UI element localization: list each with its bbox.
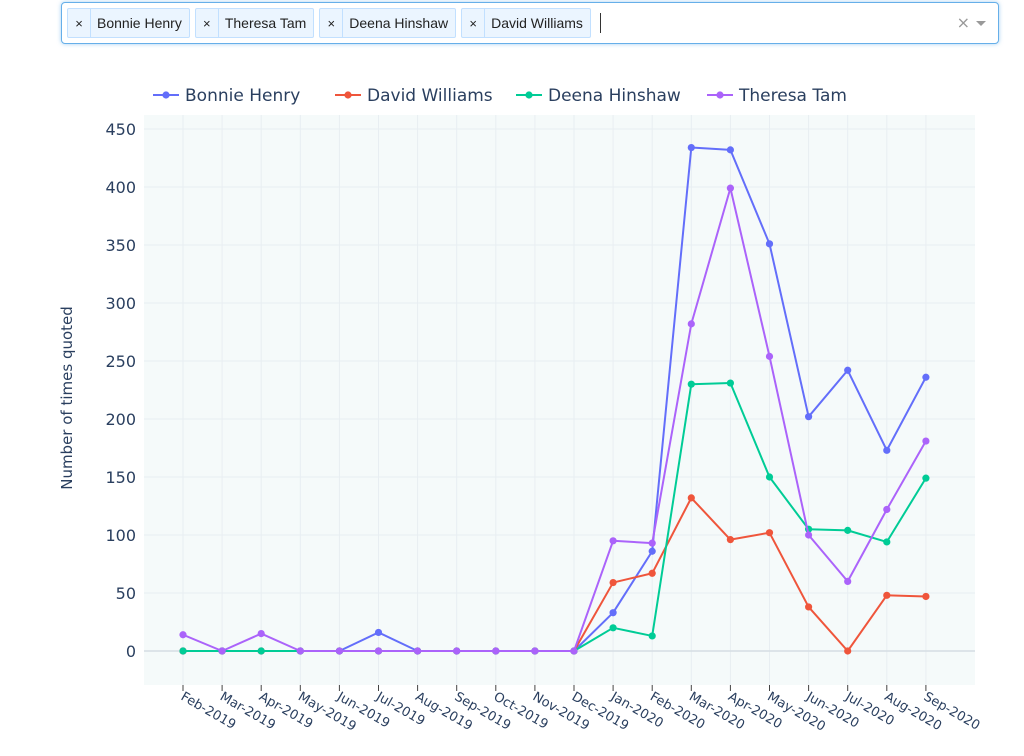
y-tick-label: 100	[105, 526, 136, 545]
y-tick-label: 150	[105, 468, 136, 487]
data-point	[883, 505, 891, 514]
data-point	[609, 609, 617, 617]
tag-deena-hinshaw[interactable]: × Deena Hinshaw	[319, 8, 457, 38]
data-point	[726, 379, 735, 387]
data-point	[374, 628, 383, 637]
data-point	[453, 647, 461, 655]
tag-label: David Williams	[491, 15, 583, 31]
data-point	[805, 531, 813, 539]
data-point	[648, 547, 656, 555]
data-point	[609, 578, 617, 587]
data-point	[765, 352, 774, 360]
data-point	[844, 577, 852, 586]
close-icon[interactable]: ×	[320, 9, 344, 37]
data-point	[726, 184, 735, 192]
plot-area	[144, 115, 975, 685]
data-point	[296, 647, 304, 655]
data-point	[687, 143, 695, 152]
clear-all-icon[interactable]: ×	[956, 13, 970, 32]
data-point	[726, 146, 735, 154]
y-tick-label: 300	[105, 294, 136, 313]
close-icon[interactable]: ×	[68, 9, 91, 37]
data-point	[374, 647, 383, 655]
data-point	[179, 647, 187, 655]
data-point	[335, 647, 343, 655]
data-point	[883, 591, 891, 599]
legend-label: David Williams	[367, 86, 493, 106]
text-cursor[interactable]	[599, 13, 601, 33]
data-point	[179, 631, 187, 639]
data-point	[922, 592, 930, 601]
legend-marker	[344, 91, 352, 99]
legend-label: Bonnie Henry	[185, 86, 300, 106]
y-tick-label: 200	[105, 410, 136, 429]
legend-marker	[525, 91, 533, 99]
series-line	[182, 187, 927, 652]
tag-theresa-tam[interactable]: × Theresa Tam	[194, 8, 315, 38]
data-point	[805, 603, 813, 611]
data-point	[922, 373, 930, 381]
data-point	[844, 366, 852, 374]
data-point	[609, 537, 617, 545]
data-point	[687, 494, 695, 502]
data-point	[805, 413, 813, 421]
legend-marker	[716, 91, 724, 99]
tag-label: Bonnie Henry	[97, 15, 182, 31]
close-icon[interactable]: ×	[196, 9, 219, 37]
legend-label: Theresa Tam	[738, 86, 847, 106]
y-tick-label: 450	[105, 120, 136, 139]
data-point	[844, 526, 852, 534]
tag-david-williams[interactable]: × David Williams	[461, 8, 591, 38]
data-point	[609, 624, 617, 632]
data-point	[648, 539, 656, 547]
data-point	[765, 473, 774, 481]
data-point	[648, 632, 656, 640]
data-point	[687, 320, 695, 328]
y-tick-label: 400	[105, 178, 136, 197]
data-point	[531, 647, 539, 655]
data-point	[414, 647, 422, 655]
tag-label: Deena Hinshaw	[349, 15, 449, 31]
y-tick-label: 350	[105, 236, 136, 255]
data-point	[883, 538, 891, 546]
data-point	[570, 647, 578, 655]
legend-marker	[162, 91, 170, 99]
data-point	[922, 437, 930, 445]
data-point	[648, 569, 656, 577]
tag-bonnie-henry[interactable]: × Bonnie Henry	[67, 8, 190, 38]
data-point	[922, 474, 930, 482]
data-point	[218, 647, 226, 655]
y-axis-title: Number of times quoted	[58, 306, 76, 490]
y-tick-label: 0	[126, 642, 136, 661]
data-point	[257, 630, 265, 638]
data-point	[492, 647, 500, 655]
data-point	[765, 529, 774, 537]
data-point	[883, 446, 891, 454]
y-tick-label: 250	[105, 352, 136, 371]
caret-down-icon[interactable]	[976, 21, 986, 26]
data-point	[765, 240, 774, 248]
data-point	[257, 647, 265, 655]
close-icon[interactable]: ×	[462, 9, 486, 37]
data-point	[687, 380, 695, 388]
speaker-multiselect[interactable]: × Bonnie Henry × Theresa Tam × Deena Hin…	[61, 2, 999, 44]
data-point	[844, 647, 852, 655]
legend-label: Deena Hinshaw	[548, 86, 681, 106]
tag-label: Theresa Tam	[224, 15, 307, 31]
data-point	[726, 536, 735, 544]
y-tick-label: 50	[116, 584, 136, 603]
